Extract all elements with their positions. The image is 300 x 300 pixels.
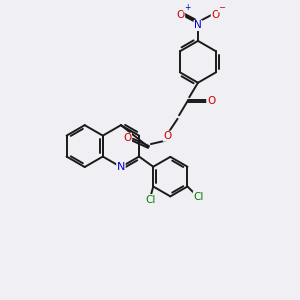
Text: O: O [207, 96, 215, 106]
Text: Cl: Cl [193, 192, 204, 202]
Text: O: O [163, 131, 172, 141]
Text: O: O [176, 10, 184, 20]
Text: O: O [211, 10, 220, 20]
Text: −: − [218, 3, 225, 12]
Text: N: N [194, 20, 202, 31]
Text: N: N [117, 162, 125, 172]
Text: O: O [123, 133, 131, 143]
Text: +: + [184, 3, 190, 12]
Text: Cl: Cl [146, 195, 156, 205]
